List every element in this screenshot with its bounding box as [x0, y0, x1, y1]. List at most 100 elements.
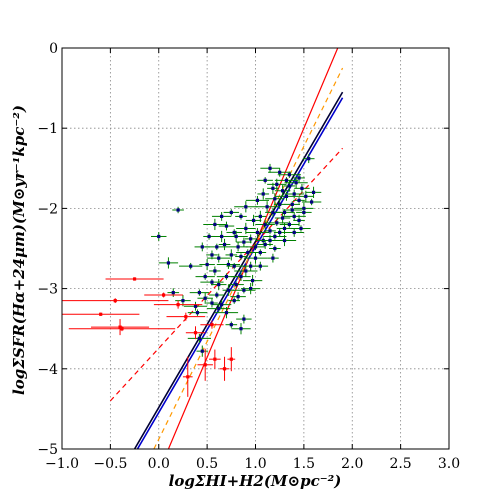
cloud-point	[215, 245, 219, 249]
cloud-point	[268, 166, 272, 170]
cloud-point	[193, 304, 198, 308]
y-tick-label: −1	[37, 121, 58, 137]
cloud-point	[234, 234, 238, 239]
red-point	[99, 312, 103, 316]
red-point	[186, 375, 190, 379]
red-point	[132, 277, 137, 281]
cloud-point	[265, 205, 269, 209]
cloud-point	[255, 230, 260, 235]
red-point	[120, 327, 124, 331]
cloud-point	[203, 296, 207, 300]
y-tick-label: 0	[49, 41, 58, 57]
cloud-point	[200, 349, 204, 353]
cloud-point	[261, 192, 265, 196]
cloud-point	[229, 210, 233, 215]
cloud-point	[282, 226, 287, 231]
cloud-point	[284, 178, 289, 182]
fit-line-fit-orange-dashed	[153, 67, 344, 449]
cloud-point	[176, 208, 180, 212]
cloud-point	[197, 291, 201, 295]
cloud-point	[217, 256, 221, 260]
cloud-point	[292, 192, 296, 196]
x-tick-label: 0.0	[148, 456, 170, 472]
cloud-point	[166, 261, 171, 265]
cloud-point	[181, 299, 185, 303]
red-point	[118, 325, 122, 329]
cloud-point	[273, 197, 277, 201]
cloud-point	[271, 256, 275, 260]
cloud-point	[250, 278, 255, 283]
red-point	[184, 315, 188, 319]
cloud-point	[203, 274, 207, 279]
cloud-point	[290, 202, 294, 206]
cloud-point	[217, 282, 221, 287]
cloud-point	[268, 229, 272, 233]
red-point	[222, 367, 227, 371]
cloud-point	[271, 186, 275, 190]
cloud-series	[151, 154, 322, 357]
cloud-point	[280, 216, 285, 220]
cloud-point	[287, 173, 291, 177]
cloud-point	[242, 288, 246, 292]
x-tick-label: −1.0	[45, 456, 79, 472]
cloud-point	[304, 194, 308, 198]
cloud-point	[249, 287, 253, 291]
cloud-point	[258, 214, 262, 219]
cloud-point	[224, 274, 229, 279]
y-tick-label: −2	[37, 201, 58, 217]
red-point	[113, 299, 117, 303]
cloud-point	[282, 210, 287, 215]
cloud-point	[275, 182, 279, 186]
cloud-point	[220, 234, 224, 239]
cloud-point	[195, 311, 200, 315]
cloud-point	[302, 206, 306, 210]
cloud-point	[236, 295, 240, 299]
cloud-point	[253, 256, 258, 260]
cloud-point	[263, 222, 267, 227]
cloud-point	[273, 246, 277, 251]
cloud-point	[239, 254, 243, 259]
x-tick-label: 2.5	[389, 456, 411, 472]
fit-line-fit-red	[167, 48, 339, 449]
cloud-point	[232, 264, 236, 268]
cloud-point	[171, 291, 175, 295]
cloud-point	[239, 274, 243, 279]
y-tick-label: −5	[37, 442, 58, 458]
cloud-point	[287, 222, 291, 227]
cloud-point	[273, 234, 277, 239]
cloud-point	[297, 218, 301, 223]
cloud-point	[297, 198, 301, 202]
cloud-point	[224, 224, 229, 228]
red-point	[210, 323, 214, 327]
cloud-point	[210, 253, 214, 257]
cloud-point	[278, 170, 282, 174]
x-tick-label: 1.0	[244, 456, 266, 472]
cloud-point	[217, 307, 221, 311]
cloud-point	[213, 222, 217, 227]
cloud-point	[253, 245, 258, 249]
cloud-point	[220, 303, 224, 307]
red-point	[176, 303, 180, 307]
cloud-point	[263, 178, 267, 182]
cloud-point	[294, 181, 298, 185]
cloud-point	[242, 317, 246, 321]
cloud-point	[244, 205, 248, 209]
cloud-point	[222, 242, 227, 247]
axis-ticks	[61, 47, 450, 450]
cloud-point	[226, 288, 231, 292]
cloud-point	[280, 189, 285, 193]
cloud-point	[292, 214, 296, 219]
cloud-point	[297, 176, 301, 180]
cloud-point	[220, 214, 224, 219]
cloud-point	[287, 184, 291, 188]
y-tick-label: −3	[37, 282, 58, 298]
cloud-point	[236, 245, 240, 249]
red-point	[193, 331, 198, 335]
cloud-point	[205, 262, 209, 267]
x-tick-labels: −1.0 −0.5 0.0 0.5 1.0 1.5 2.0 2.5 3.0	[45, 456, 460, 472]
cloud-point	[157, 234, 161, 239]
cloud-point	[282, 238, 287, 243]
cloud-point	[310, 200, 314, 204]
cloud-point	[255, 198, 260, 202]
